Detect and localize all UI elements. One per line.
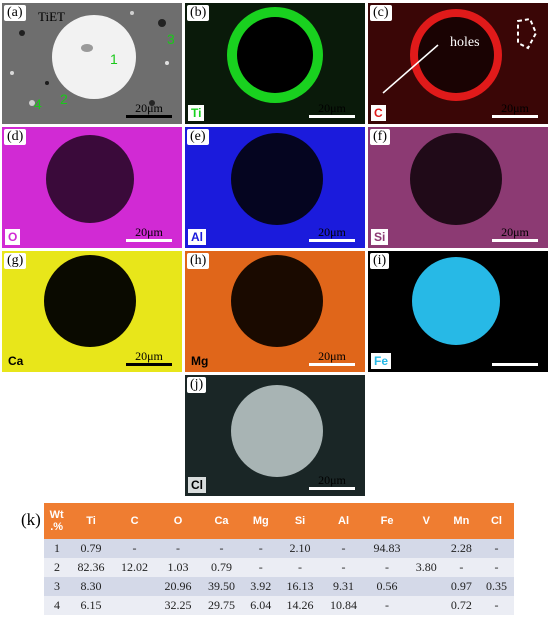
panel-a-sem: (a) TiET 1 2 3 4 20μm	[2, 3, 182, 124]
panel-label: (f)	[370, 129, 390, 145]
panel-c-c-map: (c) holes C 20μm	[368, 3, 548, 124]
panel-e-al-map: (e) Al 20μm	[185, 127, 365, 248]
panel-j-cl-map: (j) Cl 20μm	[185, 375, 365, 496]
panel-label: (d)	[4, 129, 27, 145]
element-label: O	[5, 229, 21, 245]
point-4: 4	[34, 96, 42, 112]
scale-bar: 20μm	[309, 350, 355, 366]
scale-bar: 20μm	[492, 350, 538, 366]
col-header: V	[408, 503, 444, 539]
element-label: Mg	[188, 353, 212, 369]
col-header: Si	[278, 503, 322, 539]
phase-label: TiET	[38, 9, 65, 24]
col-header: Ca	[199, 503, 244, 539]
panel-label: (e)	[187, 129, 209, 145]
panel-d-o-map: (d) O 20μm	[2, 127, 182, 248]
scale-bar: 20μm	[492, 102, 538, 118]
element-label: C	[371, 105, 386, 121]
composition-table: Wt.% Ti C O Ca Mg Si Al Fe V Mn Cl 1 0.79…	[44, 503, 514, 615]
element-label: Ca	[5, 353, 27, 369]
element-label: Fe	[371, 353, 392, 369]
table-label: (k)	[21, 510, 41, 529]
panel-g-ca-map: (g) Ca 20μm	[2, 251, 182, 372]
table-header-row: Wt.% Ti C O Ca Mg Si Al Fe V Mn Cl	[44, 503, 514, 539]
scale-bar: 20μm	[309, 226, 355, 242]
panel-label: (c)	[370, 5, 392, 21]
col-header: C	[112, 503, 157, 539]
sem-image	[2, 3, 182, 124]
panel-label: (a)	[4, 5, 26, 21]
holes-annotation: holes	[450, 35, 480, 50]
scale-bar: 20μm	[309, 102, 355, 118]
table-row: 4 6.15 32.25 29.75 6.04 14.26 10.84-0.72-	[44, 596, 514, 615]
table-row: 2 82.36 12.02 1.03 0.79- - - -3.80- -	[44, 558, 514, 577]
scale-bar: 20μm	[126, 226, 172, 242]
element-label: Ti	[188, 105, 205, 121]
table-row: 1 0.79- - - -2.10-94.83 2.28-	[44, 539, 514, 558]
table-row: 3 8.30 20.96 39.50 3.92 16.13 9.31 0.56 0.97 0.35	[44, 577, 514, 596]
panel-i-fe-map: (i) Fe 20μm	[368, 251, 548, 372]
col-header: Ti	[69, 503, 113, 539]
panel-b-ti-map: (b) Ti 20μm	[185, 3, 365, 124]
point-1: 1	[110, 51, 118, 67]
panel-h-mg-map: (h) Mg 20μm	[185, 251, 365, 372]
element-label: Cl	[188, 477, 206, 493]
col-header: Mg	[243, 503, 279, 539]
element-label: Al	[188, 229, 206, 245]
point-3: 3	[167, 31, 175, 47]
scale-bar: 20μm	[309, 474, 355, 490]
panel-label: (h)	[187, 253, 210, 269]
panel-label: (b)	[187, 5, 210, 21]
col-header: Mn	[443, 503, 479, 539]
point-2: 2	[60, 91, 68, 107]
panel-label: (i)	[370, 253, 390, 269]
scale-bar: 20μm	[126, 350, 172, 366]
col-header: Cl	[478, 503, 514, 539]
col-header: Al	[321, 503, 366, 539]
panel-label: (g)	[4, 253, 27, 269]
scale-bar: 20μm	[126, 102, 172, 118]
col-header: Fe	[365, 503, 409, 539]
element-label: Si	[371, 229, 389, 245]
scale-bar: 20μm	[492, 226, 538, 242]
header-wt: Wt.%	[44, 503, 70, 539]
col-header: O	[156, 503, 200, 539]
panel-label: (j)	[187, 377, 207, 393]
panel-f-si-map: (f) Si 20μm	[368, 127, 548, 248]
